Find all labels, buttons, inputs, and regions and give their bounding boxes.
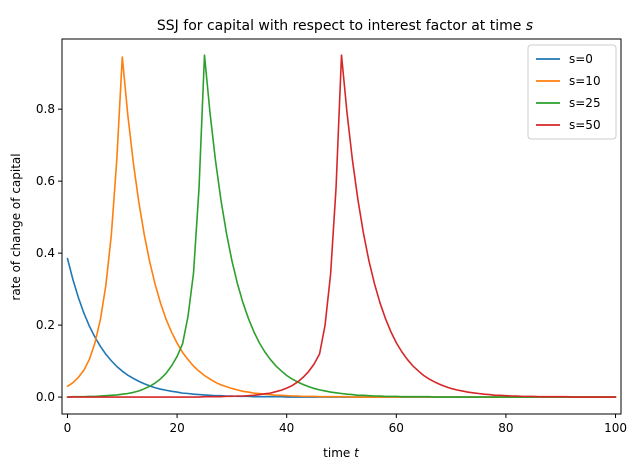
legend: s=0 s=10 s=25 s=50 xyxy=(527,44,617,140)
x-tick-label: 60 xyxy=(389,421,404,435)
x-tick-label: 100 xyxy=(604,421,627,435)
legend-label: s=10 xyxy=(569,74,601,88)
y-tick-label: 0.8 xyxy=(36,102,55,116)
y-axis-label: rate of change of capital xyxy=(9,153,23,300)
legend-label: s=25 xyxy=(569,96,601,110)
y-tick-label: 0.2 xyxy=(36,318,55,332)
series-line-s-50 xyxy=(66,54,617,398)
plot-area xyxy=(66,54,617,398)
y-tick-label: 0.4 xyxy=(36,246,55,260)
x-tick-label: 20 xyxy=(169,421,184,435)
legend-label: s=50 xyxy=(569,118,601,132)
x-tick-label: 0 xyxy=(64,421,72,435)
x-axis-label-text: time xyxy=(323,446,354,460)
axes-frame xyxy=(61,38,622,415)
x-axis-label: time t xyxy=(323,446,360,460)
y-tick-label: 0.0 xyxy=(36,390,55,404)
chart-title-variable: s xyxy=(526,18,533,34)
ticks-group: 0 20 40 60 80 100 0.0 0.2 0.4 0.6 0.8 xyxy=(36,102,627,435)
y-tick-label: 0.6 xyxy=(36,174,55,188)
chart-title-text: SSJ for capital with respect to interest… xyxy=(157,18,526,34)
legend-box xyxy=(527,44,617,140)
x-tick-label: 40 xyxy=(279,421,294,435)
series-group xyxy=(66,54,617,398)
x-tick-label: 80 xyxy=(498,421,513,435)
x-axis-label-variable: t xyxy=(354,446,360,460)
legend-label: s=0 xyxy=(569,52,593,66)
chart-title: SSJ for capital with respect to interest… xyxy=(157,18,533,34)
